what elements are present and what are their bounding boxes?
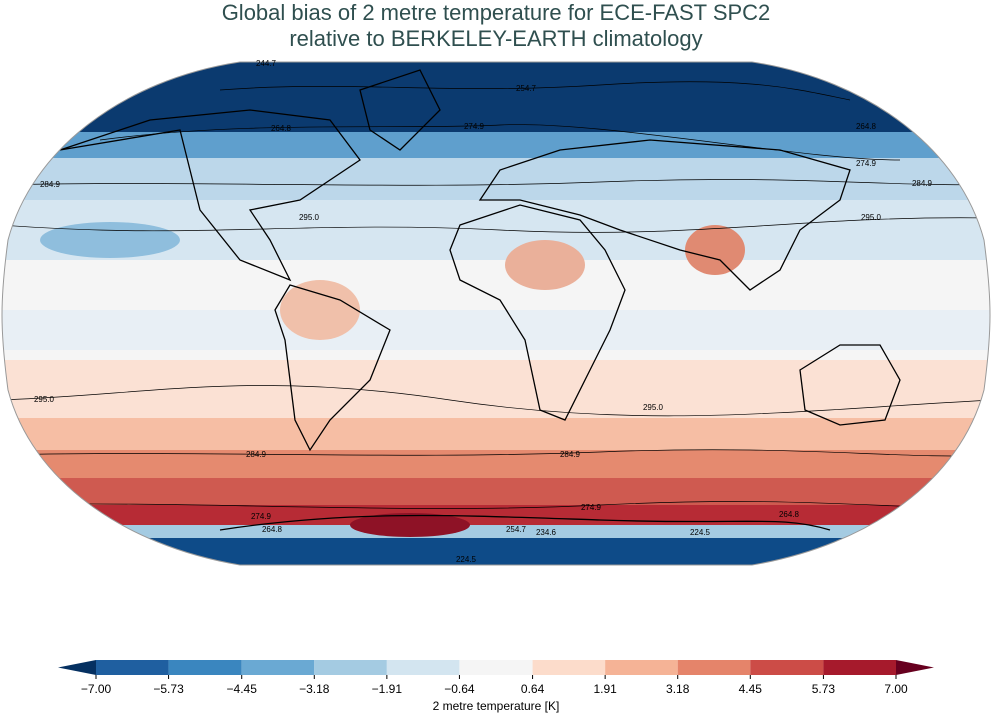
colorbar-label: 2 metre temperature [K]: [433, 699, 560, 713]
colorbar-bin: [386, 660, 460, 675]
colorbar-tick-label: −7.00: [81, 682, 112, 696]
contour-label: 264.8: [779, 510, 800, 519]
colorbar-bin: [96, 660, 169, 675]
contour-label: 264.8: [856, 122, 877, 131]
title-line: relative to BERKELEY-EARTH climatology: [289, 26, 702, 51]
colorbar-bin: [459, 660, 533, 675]
colorbar-tick-label: 5.73: [812, 682, 836, 696]
contour-label: 224.5: [690, 528, 711, 537]
contour-label: 274.9: [581, 503, 602, 512]
contour-label: 254.7: [506, 525, 527, 534]
contour-label: 295.0: [861, 213, 882, 222]
colorbar-extend: [58, 660, 96, 675]
contour-label: 264.8: [262, 525, 283, 534]
colorbar-tick-label: 1.91: [593, 682, 617, 696]
colorbar-extend: [896, 660, 934, 675]
contour-label: 284.9: [40, 180, 61, 189]
contour-label: 295.0: [643, 403, 664, 412]
colorbar-bin: [823, 660, 896, 675]
colorbar-bin: [750, 660, 824, 675]
contour-label: 274.9: [251, 512, 272, 521]
contour-label: 284.9: [246, 450, 267, 459]
colorbar-tick-label: −4.45: [227, 682, 258, 696]
colorbar-bin: [314, 660, 387, 675]
colorbar-tick-label: 3.18: [666, 682, 690, 696]
contour-label: 295.0: [34, 395, 55, 404]
title-line: Global bias of 2 metre temperature for E…: [222, 0, 771, 25]
contour-label: 284.9: [912, 179, 933, 188]
colorbar-tick-label: 0.64: [521, 682, 545, 696]
colorbar-bin: [241, 660, 315, 675]
contour-label: 224.5: [456, 555, 477, 564]
contour-label: 274.9: [856, 159, 877, 168]
colorbar-tick-label: −0.64: [444, 682, 475, 696]
contour-labels: 244.7 254.7 274.9 264.8 264.8 274.9 284.9 284.9…: [34, 59, 933, 564]
colorbar-bin: [605, 660, 678, 675]
colorbar-tick-label: −3.18: [299, 682, 330, 696]
contour-label: 284.9: [560, 450, 581, 459]
contour-label: 295.0: [299, 213, 320, 222]
contour-label: 274.9: [464, 122, 485, 131]
map-border: [1, 61, 991, 566]
contour-label: 244.7: [256, 59, 277, 68]
contour-label: 234.6: [536, 528, 557, 537]
colorbar-bin: [677, 660, 751, 675]
map: [2, 62, 990, 565]
contour-label: 254.7: [516, 84, 537, 93]
colorbar-tick-label: −5.73: [153, 682, 184, 696]
contour-label: 264.8: [271, 124, 292, 133]
colorbar-tick-label: 4.45: [739, 682, 763, 696]
colorbar-bin: [168, 660, 242, 675]
colorbar-tick-label: −1.91: [372, 682, 403, 696]
colorbar-tick-label: 7.00: [884, 682, 908, 696]
colorbar: −7.00 −5.73 −4.45 −3.18 −1.91 −0.64 0.64 1.91 3.…: [58, 660, 934, 696]
colorbar-bin: [532, 660, 606, 675]
